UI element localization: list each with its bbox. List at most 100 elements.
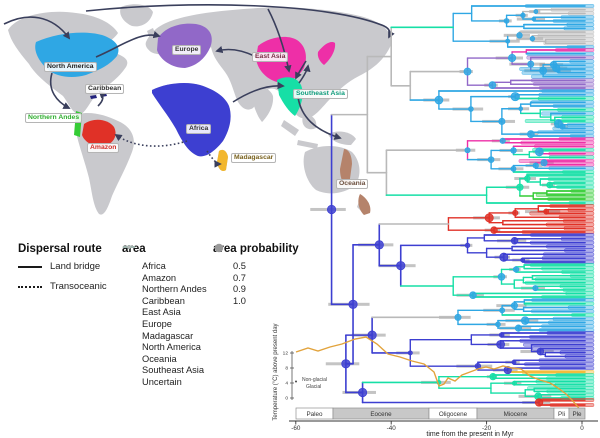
tip-bar <box>553 181 595 185</box>
time-axis-label: time from the present in Myr <box>426 431 514 438</box>
node-probability-circle <box>508 53 517 63</box>
tip-bar <box>519 30 595 35</box>
node-probability-circle <box>499 137 506 144</box>
node-probability-circle <box>357 387 368 398</box>
node-probability-circle <box>554 119 563 129</box>
tip-bar <box>541 111 595 116</box>
node-probability-circle <box>396 261 406 271</box>
tip-bar <box>546 331 595 335</box>
tip-bar <box>541 295 595 299</box>
legend-area-label: North America <box>142 342 201 353</box>
tip-bar <box>538 328 595 332</box>
node-probability-circle <box>496 340 505 349</box>
time-tick-label: -20 <box>482 425 492 432</box>
legend-area-label: Africa <box>142 261 166 271</box>
map-label-amazon: Amazon <box>87 143 120 153</box>
tip-bar <box>552 104 595 108</box>
legend-area-label: Madagascar <box>142 330 194 341</box>
tip-bar <box>564 248 595 253</box>
legend-dispersal-title: Dispersal route <box>18 243 102 255</box>
map-label-caribbean: Caribbean <box>85 84 125 94</box>
tip-bar <box>555 373 595 377</box>
tip-bar <box>519 338 595 343</box>
node-probability-circle <box>498 332 505 338</box>
node-probability-circle <box>510 237 519 245</box>
tip-bar <box>564 354 595 359</box>
node-probability-circle <box>367 330 377 340</box>
legend-land-bridge-label: Land bridge <box>50 261 101 272</box>
map-label-north-america: North America <box>44 62 97 72</box>
node-probability-circle <box>527 60 535 68</box>
map-label-northern-andes: Northern Andes <box>25 113 83 123</box>
land-bridge-route-arrow <box>50 72 71 109</box>
node-probability-circle <box>543 208 550 215</box>
land-bridge-route-arrow <box>267 8 292 73</box>
solid-line-icon <box>18 265 42 268</box>
tip-bar <box>547 320 595 325</box>
node-probability-circle <box>524 175 531 182</box>
tip-bar <box>524 4 595 8</box>
node-probability-circle <box>510 165 517 172</box>
node-probability-circle <box>464 147 471 154</box>
land-bridge-route-arrow <box>3 16 71 40</box>
tip-bar <box>558 137 595 141</box>
tip-bar <box>541 324 595 329</box>
node-probability-circle <box>536 347 545 356</box>
tip-bar <box>567 11 595 16</box>
legend-area-item-africa: Africa <box>122 245 217 273</box>
legend-area-label: Uncertain <box>142 376 182 387</box>
tip-bar <box>529 263 595 267</box>
tip-bar <box>563 226 595 231</box>
node-probability-circle <box>487 156 495 163</box>
tip-bar <box>543 252 595 257</box>
legend-area-label: Northern Andes <box>142 284 207 295</box>
tip-bar <box>537 96 595 101</box>
continent-shape <box>120 4 153 27</box>
tip-bar <box>548 166 595 171</box>
node-probability-circle <box>510 92 520 102</box>
map-label-southeast-asia: Southeast Asia <box>293 89 348 99</box>
node-probability-circle <box>488 81 497 89</box>
legend-area-item-europe: Europe <box>122 245 217 331</box>
temperature-tick-label: 12 <box>283 351 289 357</box>
tip-bar <box>562 218 595 223</box>
tip-bar <box>534 144 595 149</box>
tip-bar <box>521 230 595 234</box>
node-probability-circle <box>348 299 358 309</box>
tip-bar <box>561 270 595 275</box>
tip-bar <box>539 366 595 371</box>
node-probability-circle <box>464 242 471 249</box>
region-africa <box>152 82 231 157</box>
tip-bar <box>518 159 595 163</box>
node-probability-circle <box>499 252 509 262</box>
tip-bar <box>538 92 595 97</box>
tip-bar <box>521 370 595 374</box>
tip-bar <box>547 177 595 181</box>
tip-bar <box>530 37 595 42</box>
node-probability-circle <box>503 18 510 24</box>
epoch-segment-ple <box>568 407 586 420</box>
tip-bar <box>538 86 595 90</box>
tip-bar <box>557 107 595 112</box>
map-label-africa: Africa <box>186 124 212 134</box>
legend-area-item-amazon: Amazon <box>122 245 217 285</box>
tip-bar <box>546 376 595 381</box>
temperature-tick-label: 4 <box>285 381 288 387</box>
glacial-annotation: Non-glacial <box>302 377 327 383</box>
world-map <box>3 4 395 215</box>
tip-bar <box>567 392 595 397</box>
epoch-label: Oligocene <box>439 411 468 418</box>
legend-area-item-east_asia: East Asia <box>122 245 217 319</box>
node-probability-circle <box>326 204 337 215</box>
dispersal-routes <box>3 4 395 168</box>
temperature-tick-label: 8 <box>285 366 288 372</box>
node-probability-circle <box>495 321 501 328</box>
legend-area-label: East Asia <box>142 307 181 318</box>
tip-bar <box>530 100 595 105</box>
tip-bar <box>537 33 595 38</box>
land-bridge-route-arrow <box>298 64 311 84</box>
tip-bar <box>542 162 595 167</box>
node-probability-circle <box>510 302 518 310</box>
tip-bar <box>530 78 595 83</box>
